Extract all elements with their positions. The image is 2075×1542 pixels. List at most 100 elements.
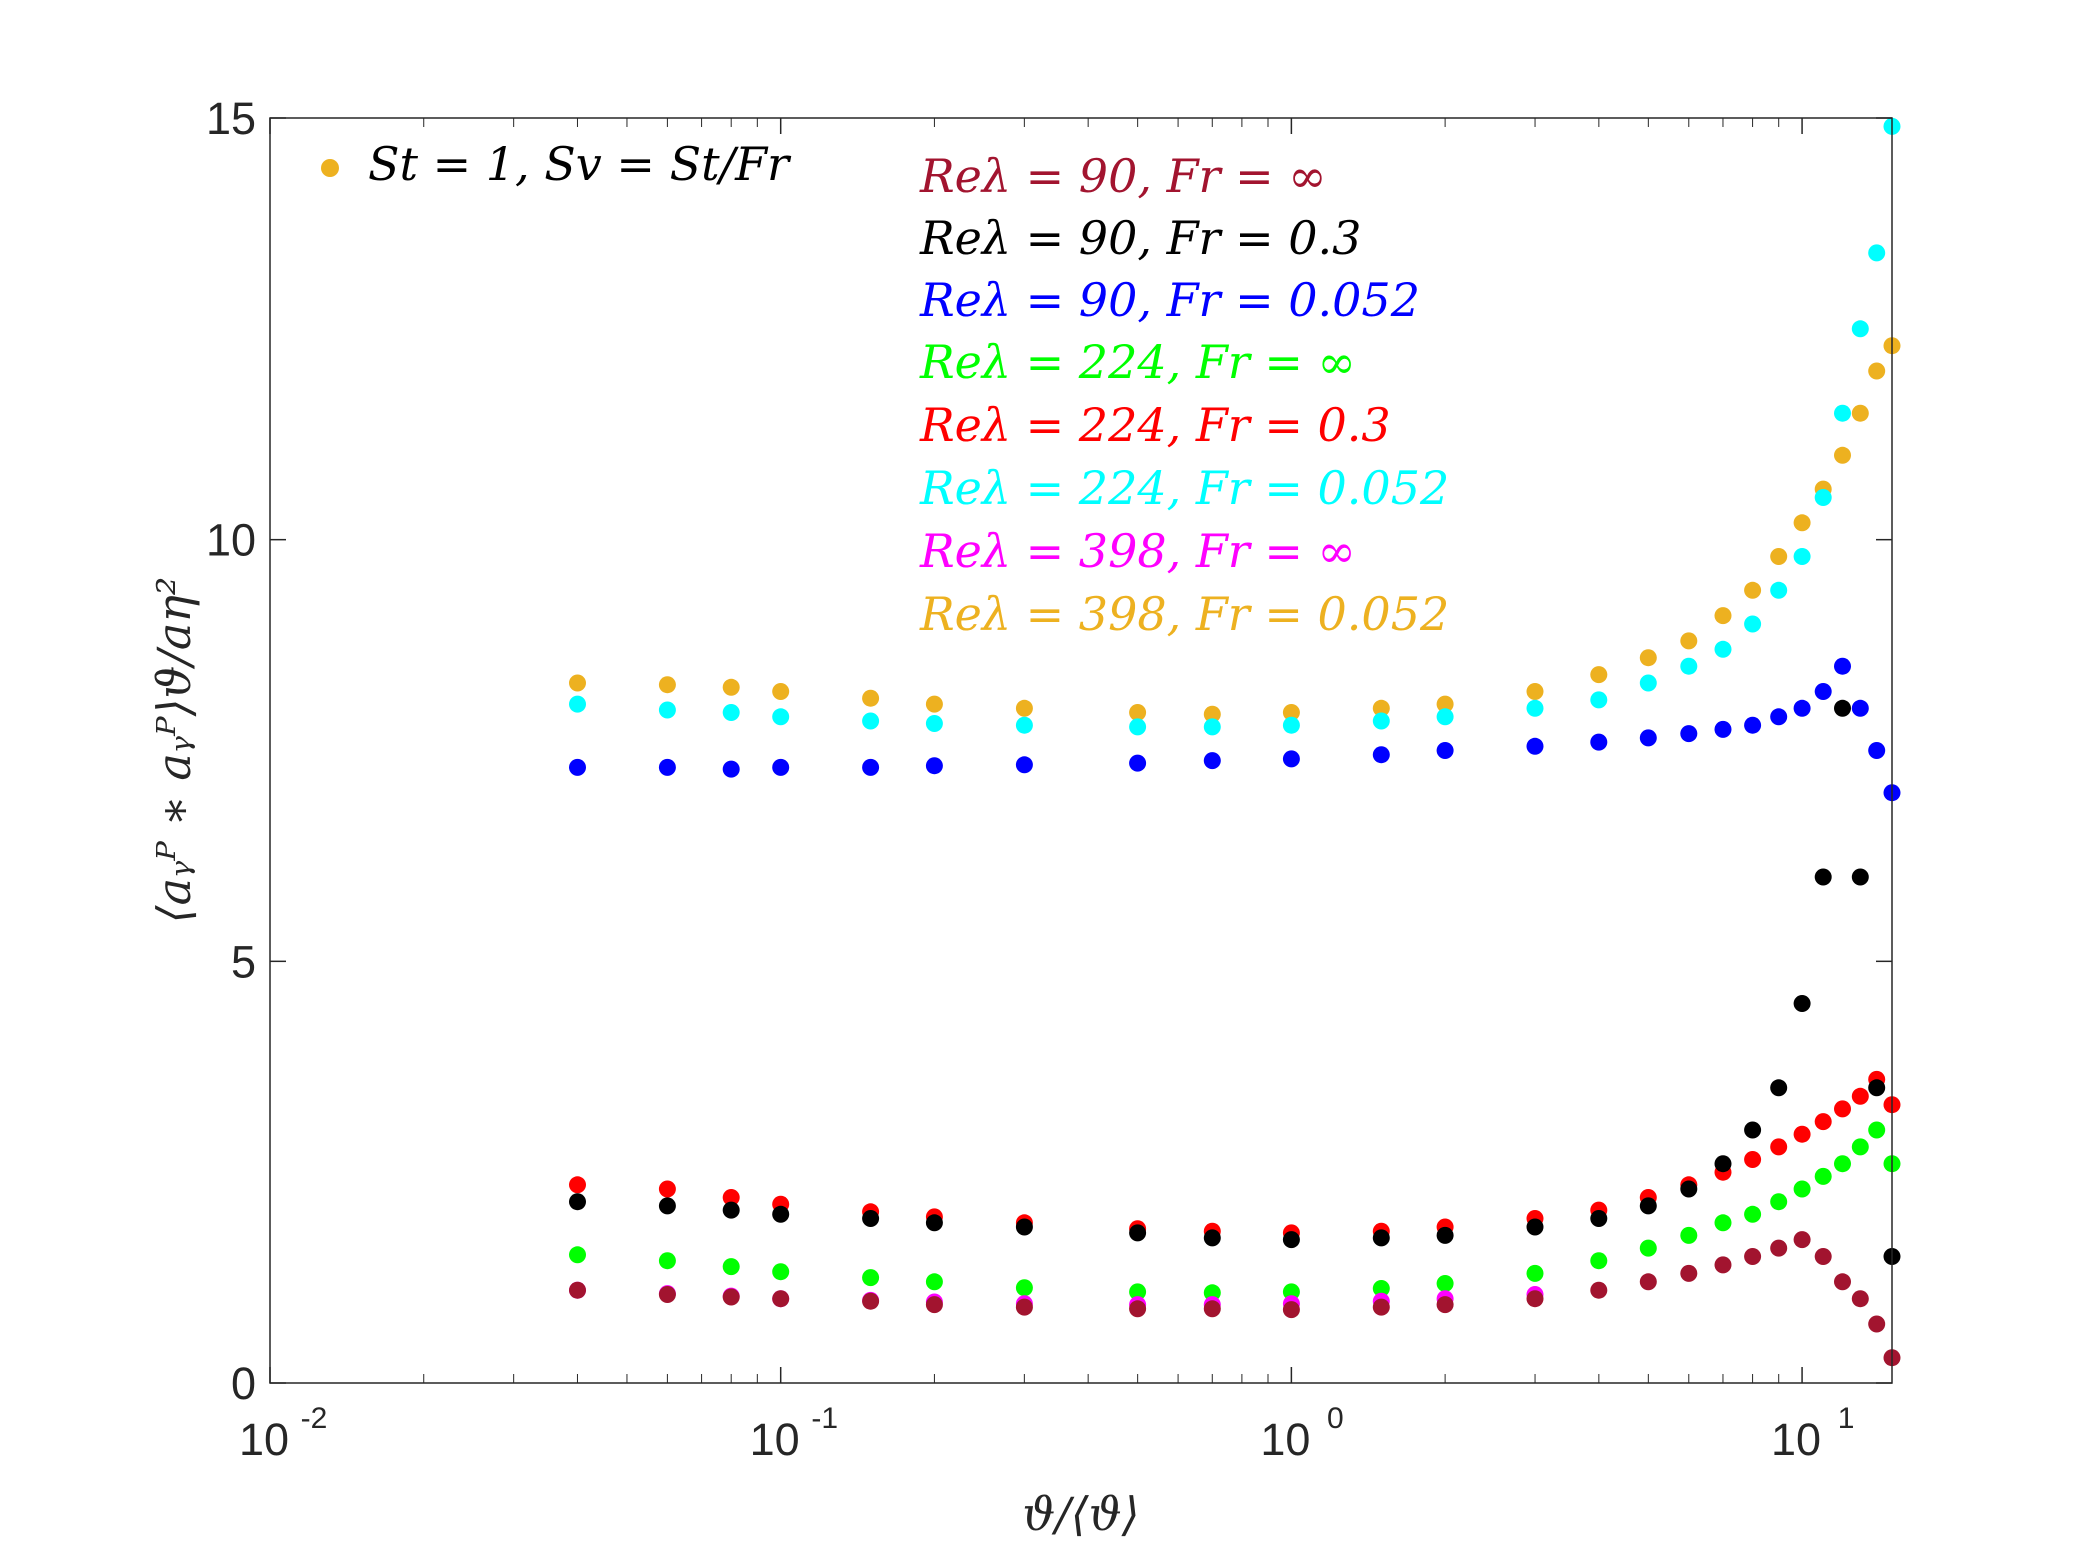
data-point <box>1015 756 1033 774</box>
x-tick-exponent: 1 <box>1838 1402 1855 1435</box>
data-point <box>1590 691 1608 709</box>
data-point <box>1436 695 1454 713</box>
data-point <box>1814 1113 1832 1131</box>
data-point <box>1015 1298 1033 1316</box>
data-point <box>1770 581 1788 599</box>
legend-entry: Reλ = 224, Fr = 0.3 <box>919 398 1391 452</box>
plot-area <box>270 118 1892 1383</box>
data-point <box>925 1214 943 1232</box>
data-point <box>1680 1180 1698 1198</box>
data-point <box>1129 754 1147 772</box>
data-point <box>1129 1224 1147 1242</box>
data-point <box>1793 514 1811 532</box>
data-point <box>1526 1264 1544 1282</box>
data-point <box>1714 720 1732 738</box>
data-point <box>1793 1231 1811 1249</box>
data-point <box>1203 1229 1221 1247</box>
data-point <box>772 683 790 700</box>
y-tick-label: 15 <box>206 93 256 144</box>
data-point <box>1868 362 1886 380</box>
minor-ticks <box>423 118 1780 1383</box>
data-point <box>658 676 676 694</box>
data-point <box>1814 868 1832 886</box>
data-point <box>1680 632 1698 650</box>
data-point <box>1372 746 1390 764</box>
data-point <box>1203 1300 1221 1318</box>
data-point <box>1526 1290 1544 1308</box>
data-point <box>658 1180 676 1198</box>
x-tick-label: 10 <box>239 1414 289 1465</box>
data-point <box>1851 404 1869 422</box>
data-point <box>1639 729 1657 747</box>
data-point <box>1282 750 1300 768</box>
x-tick-exponent: 0 <box>1327 1402 1344 1435</box>
data-point <box>722 704 740 721</box>
data-point <box>1372 1229 1390 1247</box>
data-point <box>658 758 676 776</box>
data-point <box>862 689 880 707</box>
data-point <box>1282 1301 1300 1319</box>
plot-frame <box>269 117 1893 1384</box>
data-point <box>1203 1284 1221 1302</box>
data-point <box>1793 995 1811 1012</box>
data-point <box>1590 733 1608 751</box>
data-point <box>772 758 790 776</box>
marker-legend: St = 1, Sv = St/Fr <box>321 137 792 191</box>
data-point <box>1203 718 1221 736</box>
data-point <box>1814 1167 1832 1185</box>
data-point <box>1714 1155 1732 1173</box>
legend-entry: Reλ = 90, Fr = 0.052 <box>919 273 1420 327</box>
data-point <box>1680 1226 1698 1244</box>
data-point <box>1814 1248 1832 1265</box>
y-axis-label: ⟨aᵧᴾ ∗ aᵧᴾ⟩ϑ/aη² <box>147 577 201 924</box>
series-points <box>569 657 1901 802</box>
data-point <box>1793 1125 1811 1143</box>
y-axis-ticks: 0 5 10 15 <box>206 93 1892 1409</box>
data-point <box>1793 1180 1811 1198</box>
data-point <box>1834 1100 1851 1118</box>
data-point <box>1436 1226 1454 1244</box>
data-point <box>1834 1273 1851 1291</box>
data-point <box>1834 699 1851 717</box>
data-point <box>1868 742 1886 759</box>
series-points <box>569 1231 1901 1367</box>
series-points <box>569 699 1901 1265</box>
data-point <box>1770 548 1788 565</box>
data-point <box>1744 1151 1762 1168</box>
x-axis-label: ϑ/⟨ϑ⟩ <box>1022 1487 1139 1541</box>
data-point <box>1868 244 1886 262</box>
data-point <box>1436 742 1454 759</box>
data-point <box>1793 548 1811 565</box>
data-point <box>862 1292 880 1310</box>
data-point <box>1282 704 1300 721</box>
data-point <box>1436 708 1454 726</box>
data-point <box>1714 1214 1732 1232</box>
data-point <box>1851 868 1869 886</box>
x-axis-ticks: 10 -2 10 -1 10 0 10 1 <box>239 118 1854 1465</box>
data-point <box>1868 1315 1886 1333</box>
data-point <box>862 712 880 730</box>
data-point <box>1714 607 1732 625</box>
data-point <box>1868 1121 1886 1139</box>
data-point <box>1282 1283 1300 1301</box>
data-point <box>772 1263 790 1281</box>
data-point <box>722 760 740 778</box>
data-point <box>1015 1279 1033 1297</box>
data-point <box>658 1197 676 1215</box>
legend-entry: Reλ = 398, Fr = ∞ <box>919 524 1356 578</box>
data-point <box>1744 1248 1762 1265</box>
data-point <box>1372 699 1390 717</box>
data-point <box>772 1205 790 1223</box>
data-point <box>1680 1264 1698 1282</box>
data-point <box>1680 657 1698 675</box>
data-point <box>1851 1290 1869 1308</box>
data-point <box>1372 1298 1390 1316</box>
data-point <box>658 1286 676 1303</box>
data-point <box>1714 1256 1732 1274</box>
data-point <box>1834 446 1851 464</box>
data-point <box>1814 683 1832 700</box>
data-point <box>925 695 943 713</box>
series-points <box>569 117 1901 736</box>
data-point <box>1714 640 1732 658</box>
